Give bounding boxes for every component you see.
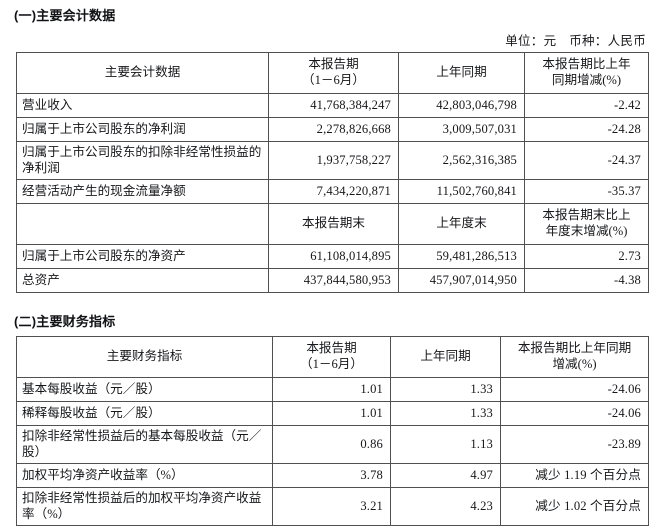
row-label: 归属于上市公司股东的净利润 [16, 117, 269, 142]
header-cell-change-year-end: 本报告期末比上 年度末增减(%) [524, 203, 649, 245]
header-cell-current-period: 本报告期 （1－6月） [268, 52, 399, 94]
table-row: 归属于上市公司股东的扣除非经常性损益的净利润 1,937,758,227 2,5… [16, 141, 649, 180]
header-change-line1: 本报告期比上年同期 [517, 341, 632, 356]
row-value-previous: 1.33 [390, 401, 501, 426]
row-value-change: -4.38 [524, 268, 649, 293]
table-row: 经营活动产生的现金流量净额 7,434,220,871 11,502,760,8… [16, 179, 649, 204]
header-cell-prior-year-end: 上年度末 [398, 203, 525, 245]
table-header-row: 主要会计数据 本报告期 （1－6月） 上年同期 本报告期比上年 同期增减(%) [16, 52, 649, 94]
header-change-year-end-line1: 本报告期末比上 [542, 208, 631, 223]
header-cell-indicator: 主要财务指标 [16, 336, 273, 378]
row-value-previous: 3,009,507,031 [398, 117, 525, 142]
row-value-previous: 42,803,046,798 [398, 93, 525, 118]
table-row: 归属于上市公司股东的净资产 61,108,014,895 59,481,286,… [16, 244, 649, 269]
table-row: 基本每股收益（元／股） 1.01 1.33 -24.06 [16, 377, 649, 402]
header-current-period-line1: 本报告期 [308, 57, 359, 72]
header-current-period-line1: 本报告期 [306, 341, 357, 356]
header-change-year-end-line2: 年度末增减(%) [545, 224, 628, 238]
row-value-current: 61,108,014,895 [268, 244, 399, 269]
row-label: 归属于上市公司股东的扣除非经常性损益的净利润 [16, 141, 269, 180]
document-page: (一)主要会计数据 单位：元 币种：人民币 主要会计数据 本报告期 （1－6月）… [0, 8, 660, 526]
row-value-previous: 59,481,286,513 [398, 244, 525, 269]
row-value-current: 7,434,220,871 [268, 179, 399, 204]
row-label: 总资产 [16, 268, 269, 293]
row-value-change: 减少 1.19 个百分点 [500, 463, 649, 488]
header-change-line1: 本报告期比上年 [542, 57, 631, 72]
row-label: 稀释每股收益（元／股） [16, 401, 273, 426]
row-value-previous: 1.13 [390, 425, 501, 464]
header-change-line2: 同期增减(%) [551, 73, 622, 87]
row-value-change: -24.28 [524, 117, 649, 142]
header-cell-current-period: 本报告期 （1－6月） [272, 336, 391, 378]
table-row: 归属于上市公司股东的净利润 2,278,826,668 3,009,507,03… [16, 117, 649, 142]
table-header-row-balance: 本报告期末 上年度末 本报告期末比上 年度末增减(%) [16, 203, 649, 245]
row-value-previous: 457,907,014,950 [398, 268, 525, 293]
row-value-current: 0.86 [272, 425, 391, 464]
row-value-current: 2,278,826,668 [268, 117, 399, 142]
row-value-change: -24.37 [524, 141, 649, 180]
row-value-current: 3.21 [272, 487, 391, 526]
row-value-current: 3.78 [272, 463, 391, 488]
row-label: 营业收入 [16, 93, 269, 118]
header-current-period-line2: （1－6月） [300, 357, 363, 371]
header-cell-prior-period: 上年同期 [390, 336, 501, 378]
row-value-change: -23.89 [500, 425, 649, 464]
section-title-accounting: (一)主要会计数据 [14, 8, 116, 23]
header-cell-period-end: 本报告期末 [268, 203, 399, 245]
row-value-previous: 4.97 [390, 463, 501, 488]
row-value-change: 2.73 [524, 244, 649, 269]
row-label: 扣除非经常性损益后的加权平均净资产收益率（%） [16, 487, 273, 526]
section-gap [0, 293, 660, 311]
header-cell-change: 本报告期比上年 同期增减(%) [524, 52, 649, 94]
row-value-change: -35.37 [524, 179, 649, 204]
row-value-change: 减少 1.02 个百分点 [500, 487, 649, 526]
row-value-current: 1.01 [272, 401, 391, 426]
accounting-data-table: 主要会计数据 本报告期 （1－6月） 上年同期 本报告期比上年 同期增减(%) … [16, 52, 649, 293]
table-row: 稀释每股收益（元／股） 1.01 1.33 -24.06 [16, 401, 649, 426]
row-label: 基本每股收益（元／股） [16, 377, 273, 402]
row-label: 加权平均净资产收益率（%） [16, 463, 273, 488]
row-label: 扣除非经常性损益后的基本每股收益（元／股） [16, 425, 273, 464]
financial-indicators-table: 主要财务指标 本报告期 （1－6月） 上年同期 本报告期比上年同期 增减(%) … [16, 336, 649, 526]
row-value-change: -2.42 [524, 93, 649, 118]
row-value-previous: 1.33 [390, 377, 501, 402]
header-cell-metric: 主要会计数据 [16, 52, 269, 94]
header-change-line2: 增减(%) [552, 357, 597, 371]
header-cell-empty [16, 203, 269, 245]
row-value-previous: 2,562,316,385 [398, 141, 525, 180]
table-header-row: 主要财务指标 本报告期 （1－6月） 上年同期 本报告期比上年同期 增减(%) [16, 336, 649, 378]
row-value-change: -24.06 [500, 401, 649, 426]
table-row: 扣除非经常性损益后的基本每股收益（元／股） 0.86 1.13 -23.89 [16, 425, 649, 464]
header-cell-change: 本报告期比上年同期 增减(%) [500, 336, 649, 378]
row-value-previous: 11,502,760,841 [398, 179, 525, 204]
table-row: 扣除非经常性损益后的加权平均净资产收益率（%） 3.21 4.23 减少 1.0… [16, 487, 649, 526]
table-row: 总资产 437,844,580,953 457,907,014,950 -4.3… [16, 268, 649, 293]
row-value-previous: 4.23 [390, 487, 501, 526]
table-row: 营业收入 41,768,384,247 42,803,046,798 -2.42 [16, 93, 649, 118]
header-current-period-line2: （1－6月） [302, 73, 365, 87]
unit-currency-note: 单位：元 币种：人民币 [505, 34, 646, 48]
row-label: 经营活动产生的现金流量净额 [16, 179, 269, 204]
header-cell-prior-period: 上年同期 [398, 52, 525, 94]
row-label: 归属于上市公司股东的净资产 [16, 244, 269, 269]
row-value-change: -24.06 [500, 377, 649, 402]
table-row: 加权平均净资产收益率（%） 3.78 4.97 减少 1.19 个百分点 [16, 463, 649, 488]
row-value-current: 41,768,384,247 [268, 93, 399, 118]
section-title-indicators: (二)主要财务指标 [14, 314, 116, 329]
row-value-current: 437,844,580,953 [268, 268, 399, 293]
row-value-current: 1,937,758,227 [268, 141, 399, 180]
row-value-current: 1.01 [272, 377, 391, 402]
